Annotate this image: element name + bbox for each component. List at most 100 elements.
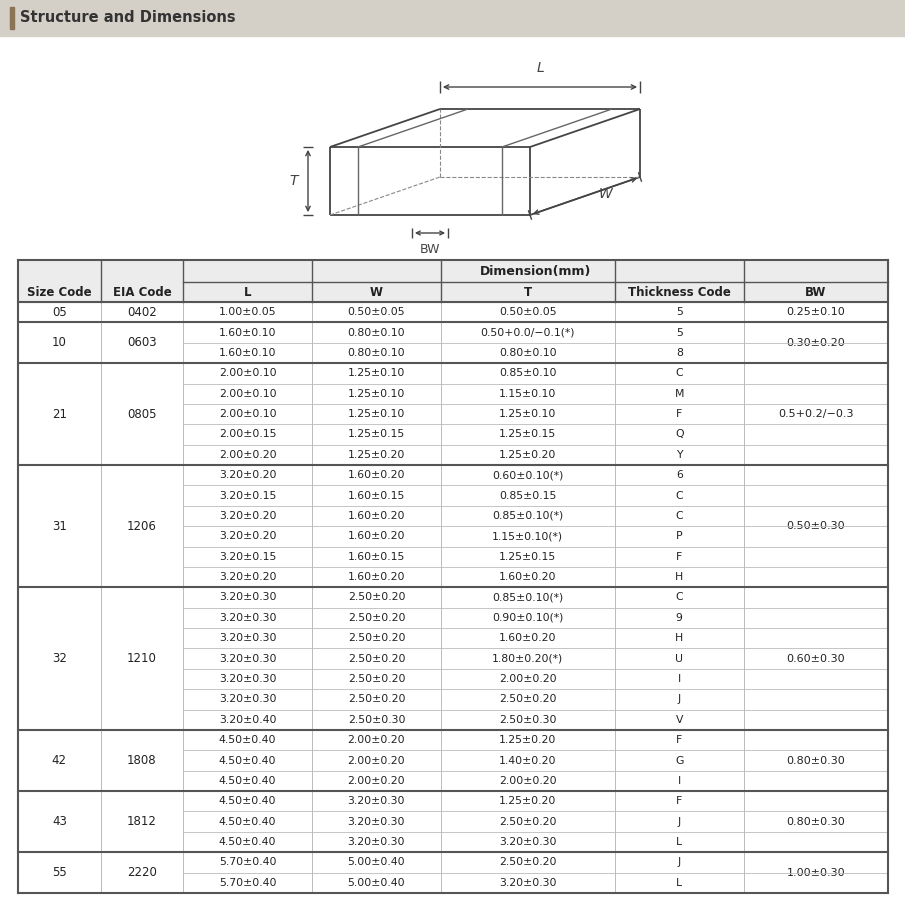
- Text: 3.20±0.30: 3.20±0.30: [219, 634, 276, 643]
- Text: 0.80±0.10: 0.80±0.10: [499, 348, 557, 358]
- Text: 2.50±0.20: 2.50±0.20: [348, 653, 405, 663]
- Text: 1.60±0.10: 1.60±0.10: [219, 328, 276, 338]
- Text: 1.25±0.10: 1.25±0.10: [500, 409, 557, 419]
- Text: C: C: [675, 593, 683, 603]
- Text: 3.20±0.20: 3.20±0.20: [219, 572, 276, 582]
- Text: 0.85±0.10(*): 0.85±0.10(*): [492, 593, 564, 603]
- Text: 4.50±0.40: 4.50±0.40: [219, 837, 276, 847]
- Text: 2.50±0.20: 2.50±0.20: [348, 634, 405, 643]
- Text: Thickness Code: Thickness Code: [628, 285, 730, 299]
- Text: L: L: [536, 61, 544, 75]
- Text: Y: Y: [676, 450, 682, 460]
- Text: 4.50±0.40: 4.50±0.40: [219, 776, 276, 786]
- Text: 4.50±0.40: 4.50±0.40: [219, 796, 276, 806]
- Text: 3.20±0.20: 3.20±0.20: [219, 531, 276, 541]
- Text: 1210: 1210: [127, 653, 157, 665]
- Text: 0.25±0.10: 0.25±0.10: [786, 307, 845, 317]
- Text: M: M: [674, 389, 684, 399]
- Text: V: V: [675, 715, 683, 725]
- Text: 2.00±0.10: 2.00±0.10: [219, 368, 277, 378]
- Text: 0.80±0.30: 0.80±0.30: [786, 756, 845, 766]
- Text: 1.60±0.10: 1.60±0.10: [219, 348, 276, 358]
- Text: 6: 6: [676, 471, 682, 481]
- Text: 1812: 1812: [127, 815, 157, 828]
- Text: 2.50±0.20: 2.50±0.20: [348, 694, 405, 704]
- Text: 2.00±0.20: 2.00±0.20: [219, 450, 277, 460]
- Text: 1.00±0.30: 1.00±0.30: [786, 868, 845, 878]
- Text: 0.50±0.05: 0.50±0.05: [348, 307, 405, 317]
- Text: 5.00±0.40: 5.00±0.40: [348, 878, 405, 888]
- Text: 0.80±0.30: 0.80±0.30: [786, 816, 845, 826]
- Text: F: F: [676, 409, 682, 419]
- Text: 3.20±0.15: 3.20±0.15: [219, 552, 276, 562]
- Text: 1.25±0.15: 1.25±0.15: [500, 430, 557, 440]
- Text: 3.20±0.30: 3.20±0.30: [219, 613, 276, 623]
- Text: 2.00±0.20: 2.00±0.20: [499, 776, 557, 786]
- Text: 31: 31: [52, 519, 67, 533]
- Text: 1.40±0.20: 1.40±0.20: [499, 756, 557, 766]
- Text: 1.25±0.20: 1.25±0.20: [500, 450, 557, 460]
- Text: 3.20±0.30: 3.20±0.30: [219, 694, 276, 704]
- Text: 0.85±0.10(*): 0.85±0.10(*): [492, 511, 564, 521]
- Text: 2.50±0.20: 2.50±0.20: [499, 857, 557, 867]
- Text: 2.50±0.30: 2.50±0.30: [348, 715, 405, 725]
- Text: 55: 55: [52, 866, 67, 879]
- Text: 5: 5: [676, 307, 682, 317]
- Text: C: C: [675, 511, 683, 521]
- Text: 3.20±0.40: 3.20±0.40: [219, 715, 276, 725]
- Text: 5: 5: [676, 328, 682, 338]
- Text: 3.20±0.20: 3.20±0.20: [219, 471, 276, 481]
- Text: 0.85±0.10: 0.85±0.10: [499, 368, 557, 378]
- Text: F: F: [676, 796, 682, 806]
- Text: EIA Code: EIA Code: [112, 285, 171, 299]
- Text: L: L: [244, 285, 252, 299]
- Text: 3.20±0.30: 3.20±0.30: [219, 593, 276, 603]
- Text: 8: 8: [676, 348, 682, 358]
- Text: 3.20±0.30: 3.20±0.30: [348, 816, 405, 826]
- Text: 0.30±0.20: 0.30±0.20: [786, 338, 845, 348]
- Text: F: F: [676, 552, 682, 562]
- Text: 2.50±0.20: 2.50±0.20: [348, 674, 405, 684]
- Text: C: C: [675, 491, 683, 500]
- Text: BW: BW: [420, 243, 440, 256]
- Text: W: W: [599, 187, 613, 201]
- Text: 1.60±0.20: 1.60±0.20: [499, 572, 557, 582]
- Text: 1.60±0.20: 1.60±0.20: [348, 471, 405, 481]
- Text: 2.00±0.20: 2.00±0.20: [348, 776, 405, 786]
- Text: Size Code: Size Code: [27, 285, 91, 299]
- Text: 1.15±0.10: 1.15±0.10: [500, 389, 557, 399]
- Text: 1.15±0.10(*): 1.15±0.10(*): [492, 531, 564, 541]
- Text: 3.20±0.30: 3.20±0.30: [219, 674, 276, 684]
- Text: 2.00±0.20: 2.00±0.20: [348, 735, 405, 745]
- Text: 42: 42: [52, 754, 67, 767]
- Text: W: W: [370, 285, 383, 299]
- Text: 05: 05: [52, 306, 67, 319]
- Text: 1.25±0.10: 1.25±0.10: [348, 389, 405, 399]
- Text: J: J: [678, 816, 681, 826]
- Text: 0.85±0.15: 0.85±0.15: [500, 491, 557, 500]
- Text: 1.60±0.15: 1.60±0.15: [348, 491, 405, 500]
- Text: I: I: [678, 674, 681, 684]
- Text: 2.50±0.20: 2.50±0.20: [348, 593, 405, 603]
- Text: L: L: [676, 878, 682, 888]
- Text: 1.60±0.20: 1.60±0.20: [348, 511, 405, 521]
- Text: P: P: [676, 531, 682, 541]
- Text: 9: 9: [676, 613, 682, 623]
- Text: BW: BW: [805, 285, 826, 299]
- Text: 2.50±0.20: 2.50±0.20: [499, 816, 557, 826]
- Text: 1808: 1808: [128, 754, 157, 767]
- Text: 1.60±0.20: 1.60±0.20: [499, 634, 557, 643]
- Text: L: L: [676, 837, 682, 847]
- Text: H: H: [675, 572, 683, 582]
- Text: 0.60±0.30: 0.60±0.30: [786, 653, 845, 663]
- Text: 0.50±0.30: 0.50±0.30: [786, 521, 845, 531]
- Text: 0.80±0.10: 0.80±0.10: [348, 348, 405, 358]
- Text: 0.90±0.10(*): 0.90±0.10(*): [492, 613, 564, 623]
- Text: 0.5+0.2/−0.3: 0.5+0.2/−0.3: [778, 409, 853, 419]
- Text: 1.60±0.20: 1.60±0.20: [348, 531, 405, 541]
- Bar: [10, 7, 14, 29]
- Text: 0.50±0.05: 0.50±0.05: [499, 307, 557, 317]
- Text: 1.60±0.15: 1.60±0.15: [348, 552, 405, 562]
- Text: 0805: 0805: [128, 407, 157, 421]
- Text: 2.00±0.10: 2.00±0.10: [219, 409, 277, 419]
